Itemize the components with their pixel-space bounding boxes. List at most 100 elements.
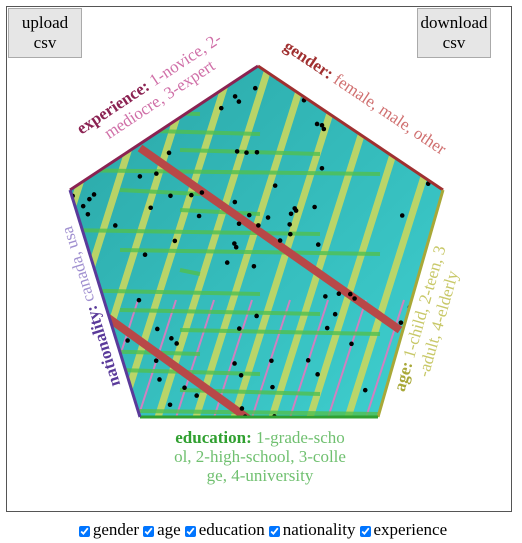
dot [246, 212, 252, 218]
dot [251, 263, 257, 269]
dot [236, 99, 242, 104]
axis-label: education: 1-grade-scho ol, 2-high-school… [174, 428, 346, 485]
dot [347, 291, 353, 297]
canvas-frame [6, 6, 512, 512]
band [340, 66, 443, 417]
band [458, 50, 522, 430]
dot [196, 213, 202, 219]
dot [256, 223, 261, 228]
pentagon-edge [69, 64, 259, 192]
checkbox[interactable] [143, 525, 155, 537]
dot [91, 192, 97, 197]
dot [232, 361, 237, 366]
dot [336, 291, 342, 297]
dot [379, 130, 384, 135]
dot [364, 115, 369, 121]
checkbox[interactable] [268, 525, 280, 537]
dot [154, 171, 159, 176]
dot [265, 215, 271, 220]
dot [244, 150, 249, 155]
checkbox[interactable] [184, 525, 196, 537]
dot [172, 238, 178, 244]
dot [314, 121, 320, 127]
pentagon-edge [376, 189, 445, 418]
dot [269, 358, 274, 364]
thin-band [209, 299, 253, 417]
dot [398, 320, 404, 325]
dot [80, 203, 86, 209]
dot [389, 406, 395, 412]
dot [233, 244, 239, 250]
green-band [179, 148, 321, 156]
dot [287, 222, 292, 227]
dot [97, 391, 103, 397]
dot [153, 358, 159, 363]
axis-line: ge, 4-university [207, 466, 314, 485]
pentagon-edge [68, 189, 142, 418]
dot [332, 311, 338, 317]
band [416, 66, 443, 417]
dot [234, 149, 240, 154]
dot [321, 126, 327, 132]
dot [254, 149, 260, 155]
dot [319, 165, 325, 171]
band [0, 50, 8, 430]
dot [319, 122, 325, 128]
thin-band [285, 299, 329, 417]
dot [238, 373, 244, 378]
dot [232, 241, 237, 246]
dot [312, 204, 317, 210]
checkbox-label: experience [373, 520, 448, 539]
checkbox-label: age [157, 520, 181, 539]
axis-line: education: 1-grade-scho [175, 428, 345, 447]
green-band [119, 308, 321, 316]
dot [252, 85, 258, 91]
axis-name: gender: [280, 36, 337, 83]
dot [305, 358, 311, 363]
thin-band [247, 299, 291, 417]
dot [236, 221, 242, 227]
dot [112, 223, 118, 228]
pentagon-edge [257, 64, 444, 192]
dot [288, 231, 293, 237]
upload-button[interactable]: upload csv [8, 8, 82, 58]
dot [118, 146, 124, 151]
green-band [179, 208, 261, 216]
dot [166, 150, 172, 156]
dot [224, 260, 230, 265]
dot [168, 193, 173, 199]
dot [96, 376, 102, 381]
dot [346, 113, 351, 119]
checkbox-label: nationality [282, 520, 356, 539]
dot [362, 387, 368, 393]
dot [98, 75, 103, 80]
checkbox-label: education [198, 520, 265, 539]
dot [419, 407, 425, 412]
green-band [70, 168, 381, 176]
dot [182, 385, 187, 390]
dot [129, 68, 135, 73]
download-button[interactable]: download csv [417, 8, 491, 58]
checkbox[interactable] [359, 525, 371, 537]
green-band [70, 228, 321, 236]
dot [167, 402, 173, 408]
green-band [119, 188, 201, 196]
dot [277, 238, 283, 243]
dot [111, 153, 116, 158]
dot [315, 372, 320, 377]
checkbox[interactable] [78, 525, 90, 537]
axis-name: education: [175, 428, 252, 447]
dot [399, 213, 405, 218]
dot [131, 412, 137, 417]
dot [169, 336, 174, 341]
dot [137, 174, 143, 179]
thin-band [323, 299, 367, 417]
axis-values: ol, 2-high-school, 3-colle [174, 447, 346, 466]
green-band [179, 268, 201, 276]
dot [239, 406, 245, 411]
dot [292, 206, 298, 211]
thin-band [171, 299, 215, 417]
dot [232, 199, 238, 205]
dot [232, 94, 238, 99]
